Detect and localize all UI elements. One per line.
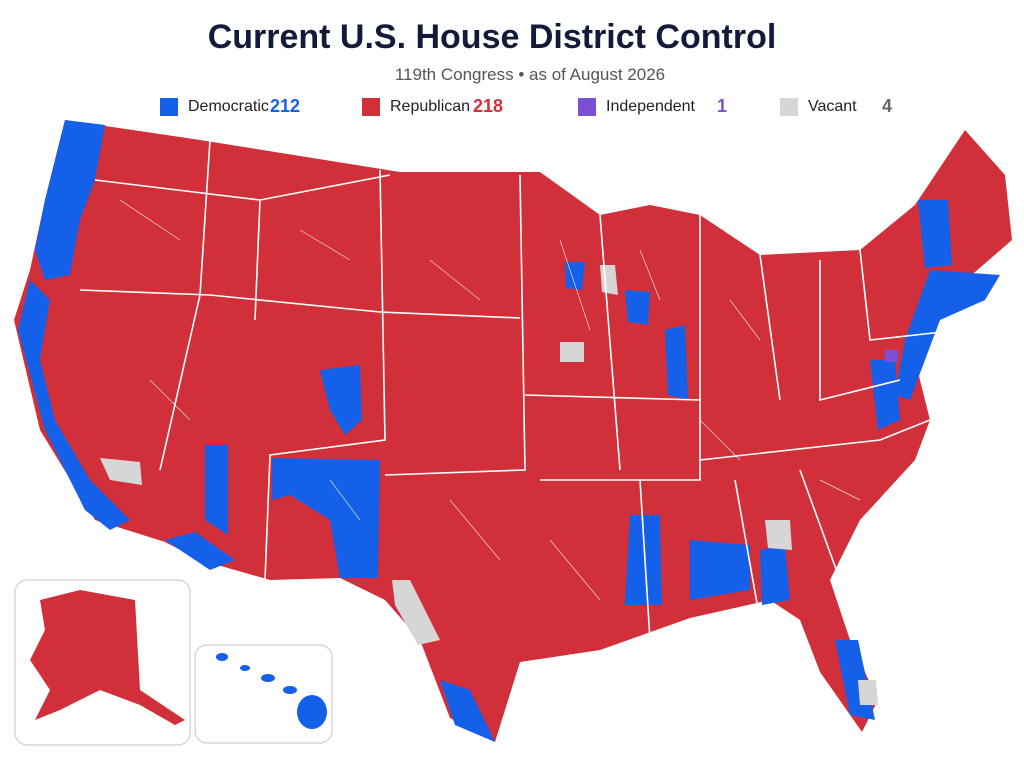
- vacant-florida: [858, 680, 878, 705]
- georgia: [760, 545, 790, 605]
- denver: [320, 365, 362, 435]
- legend-count: 218: [473, 96, 503, 116]
- mississippi-delta: [625, 515, 662, 605]
- arizona-south: [165, 532, 235, 570]
- new-mexico: [272, 458, 380, 578]
- alaska: [30, 590, 185, 725]
- maryland: [870, 360, 900, 430]
- vacant-georgia: [765, 520, 792, 550]
- title: Current U.S. House District Control: [208, 18, 777, 56]
- chicago: [665, 325, 688, 400]
- legend-count: 1: [717, 96, 727, 116]
- hawaii: [216, 653, 327, 729]
- legend-count: 4: [882, 96, 892, 116]
- wisconsin: [625, 290, 650, 325]
- legend-count: 212: [270, 96, 300, 116]
- legend-label: Vacant: [808, 98, 857, 115]
- legend-swatch: [780, 98, 798, 116]
- vacant-texas: [392, 580, 440, 645]
- legend-label: Independent: [606, 98, 696, 115]
- state-borders: [79, 139, 961, 641]
- new-england: [918, 200, 952, 268]
- california-coast: [18, 280, 130, 530]
- legend-label: Democratic: [188, 98, 269, 115]
- legend-swatch: [362, 98, 380, 116]
- us-map: [14, 120, 1012, 742]
- legend-swatch: [160, 98, 178, 116]
- nevada: [205, 445, 228, 535]
- subtitle: 119th Congress • as of August 2026: [395, 65, 665, 84]
- legend: Democratic 212 Republican 218 Independent 1 Va…: [160, 96, 892, 116]
- northeast-corridor: [895, 270, 1000, 400]
- independent-district: [885, 350, 898, 362]
- texas-south: [440, 680, 495, 742]
- hawaii-inset: [194, 644, 333, 744]
- west-coast: [35, 120, 105, 280]
- legend-label: Republican: [390, 98, 470, 115]
- vacant-wisconsin: [600, 265, 618, 295]
- alabama-belt: [690, 540, 750, 600]
- district-lines: [119, 199, 861, 601]
- vacant-iowa: [560, 342, 584, 362]
- vacant-utah: [100, 458, 142, 485]
- legend-swatch: [578, 98, 596, 116]
